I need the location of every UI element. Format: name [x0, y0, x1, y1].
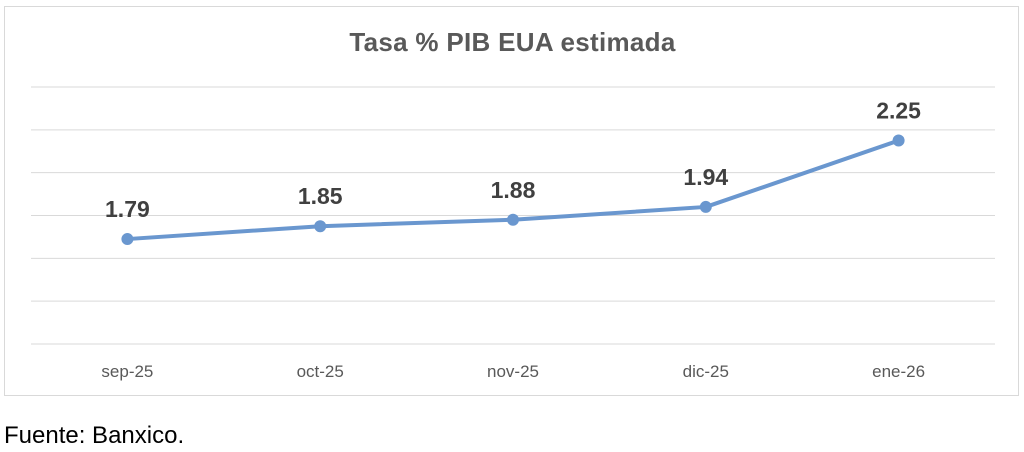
data-label: 1.94	[683, 164, 728, 190]
data-point	[892, 134, 905, 147]
x-tick-label: oct-25	[297, 362, 344, 381]
data-point	[507, 213, 519, 226]
data-point	[121, 233, 134, 246]
x-tick-label: sep-25	[101, 362, 153, 381]
series-layer	[121, 134, 905, 246]
chart-title: Tasa % PIB EUA estimada	[349, 27, 676, 57]
x-tick-label: dic-25	[683, 362, 729, 381]
data-label: 2.25	[876, 98, 921, 124]
data-label: 1.79	[105, 196, 150, 222]
data-label: 1.88	[491, 177, 536, 203]
data-label: 1.85	[298, 183, 343, 209]
data-point	[699, 200, 712, 213]
line-chart: 1.79 sep-25 1.85 oct-25 1.88 nov-25 1.94 dic-25…	[31, 86, 995, 381]
x-tick-label: ene-26	[872, 362, 925, 381]
source-note: Fuente: Banxico.	[4, 422, 185, 449]
chart-frame: Tasa % PIB EUA estimada 1.79 sep-25 1.85 oc…	[4, 6, 1019, 396]
labels-layer: 1.79 sep-25 1.85 oct-25 1.88 nov-25 1.94 dic-25…	[101, 98, 925, 381]
data-point	[314, 220, 327, 233]
x-tick-label: nov-25	[487, 362, 539, 381]
gridlines	[31, 86, 995, 345]
